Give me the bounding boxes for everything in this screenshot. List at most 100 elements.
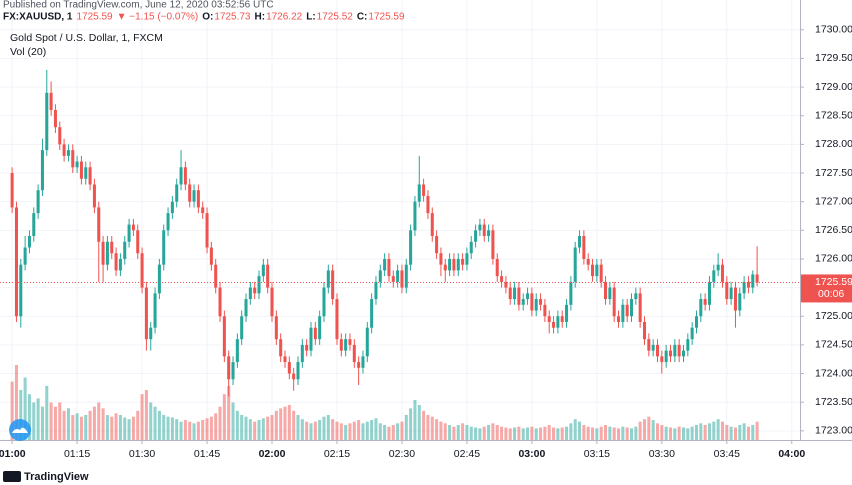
candle-body xyxy=(188,184,192,202)
volume-bar xyxy=(400,421,404,440)
volume-bar xyxy=(465,425,469,440)
candle-body xyxy=(504,281,508,288)
candle-body xyxy=(149,327,153,340)
volume-bar xyxy=(746,426,750,440)
candle-body xyxy=(114,253,118,271)
volume-bar xyxy=(417,405,421,440)
header-ohlc-label: C: xyxy=(357,12,368,23)
volume-bar xyxy=(257,420,261,440)
volume-bar xyxy=(638,421,642,440)
candle-body xyxy=(409,230,413,265)
volume-bar xyxy=(205,418,209,440)
candle-body xyxy=(651,344,655,351)
volume-bar xyxy=(66,408,70,440)
candle-body xyxy=(396,270,400,282)
candle-body xyxy=(110,241,114,254)
candle-body xyxy=(413,201,417,231)
volume-bar xyxy=(439,421,443,440)
candle-body xyxy=(591,264,595,277)
volume-bar xyxy=(32,402,36,440)
volume-bar xyxy=(231,402,235,440)
volume-bar xyxy=(309,423,313,440)
volume-bar xyxy=(755,421,759,440)
candle-body xyxy=(751,274,755,288)
candle-body xyxy=(660,356,664,363)
candle-body xyxy=(604,281,608,300)
candle-body xyxy=(543,304,547,317)
y-tick-label: 1729.00 xyxy=(815,81,852,93)
volume-bar xyxy=(248,419,252,440)
volume-bar xyxy=(517,426,521,440)
candle-body xyxy=(491,230,495,259)
candle-body xyxy=(556,316,560,328)
last-price-label: 1725.59 xyxy=(815,276,852,288)
candle-body xyxy=(270,287,274,317)
header-ohlc-label: L: xyxy=(306,12,315,23)
candle-body xyxy=(101,241,105,265)
volume-bar xyxy=(136,410,140,440)
candle-body xyxy=(205,213,209,248)
volume-bar xyxy=(92,406,96,440)
candle-body xyxy=(222,316,226,357)
candle-body xyxy=(235,339,239,363)
volume-bar xyxy=(97,402,101,440)
candle-body xyxy=(365,327,369,357)
volume-bar xyxy=(118,415,122,440)
candle-body xyxy=(617,316,621,322)
candle-body xyxy=(439,253,443,265)
volume-bar xyxy=(482,426,486,440)
candle-body xyxy=(53,110,57,128)
candle-body xyxy=(456,258,460,271)
candle-body xyxy=(729,287,733,300)
brand: TradingView xyxy=(3,471,89,483)
volume-bar xyxy=(751,425,755,440)
volume-bar xyxy=(175,419,179,440)
candle-body xyxy=(742,281,746,294)
candle-body xyxy=(123,241,127,259)
volume-bar xyxy=(677,426,681,440)
volume-bar xyxy=(131,416,135,440)
volume-bar xyxy=(396,423,400,440)
volume-bar xyxy=(578,421,582,440)
volume-bar xyxy=(582,425,586,440)
volume-bar xyxy=(326,415,330,440)
candle-body xyxy=(79,161,83,179)
volume-bar xyxy=(526,427,530,440)
x-tick-label: 02:15 xyxy=(324,448,350,460)
candle-body xyxy=(88,167,92,185)
candle-body xyxy=(452,258,456,271)
candle-body xyxy=(712,270,716,282)
candle-body xyxy=(266,264,270,288)
volume-bar xyxy=(114,413,118,440)
candle-body xyxy=(681,350,686,357)
candle-body xyxy=(261,264,265,277)
y-tick-label: 1726.00 xyxy=(815,253,852,265)
volume-bar xyxy=(504,427,508,440)
candle-body xyxy=(144,287,148,340)
volume-bar xyxy=(235,410,239,440)
volume-bar xyxy=(474,427,478,440)
volume-bar xyxy=(322,416,326,440)
volume-bar xyxy=(196,421,200,440)
x-tick-label: 04:00 xyxy=(778,448,805,460)
candle-body xyxy=(105,241,109,265)
volume-bar xyxy=(266,416,270,440)
volume-bar xyxy=(521,428,525,440)
volume-bar xyxy=(733,427,737,440)
candle-body xyxy=(686,339,690,351)
volume-bar xyxy=(378,423,382,440)
x-tick-label: 01:15 xyxy=(64,448,90,460)
volume-bar xyxy=(565,426,569,440)
candle-body xyxy=(140,253,144,288)
candle-body xyxy=(344,339,348,351)
volume-bar xyxy=(556,428,560,440)
candle-body xyxy=(318,316,322,340)
published-note: Published on TradingView.com, June 12, 2… xyxy=(3,0,274,11)
candle-body xyxy=(668,350,673,357)
candle-body xyxy=(448,258,452,271)
header-ohlc-value: 1725.73 xyxy=(214,12,251,23)
x-tick-label: 01:45 xyxy=(194,448,220,460)
volume-bar xyxy=(14,365,18,440)
candle-body xyxy=(530,293,534,311)
volume-bar xyxy=(573,419,577,440)
